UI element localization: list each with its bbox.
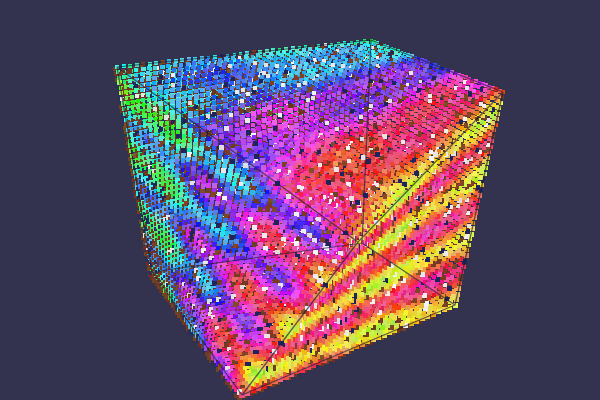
scatter3d-canvas[interactable] xyxy=(0,0,600,400)
3d-viewport xyxy=(0,0,600,400)
